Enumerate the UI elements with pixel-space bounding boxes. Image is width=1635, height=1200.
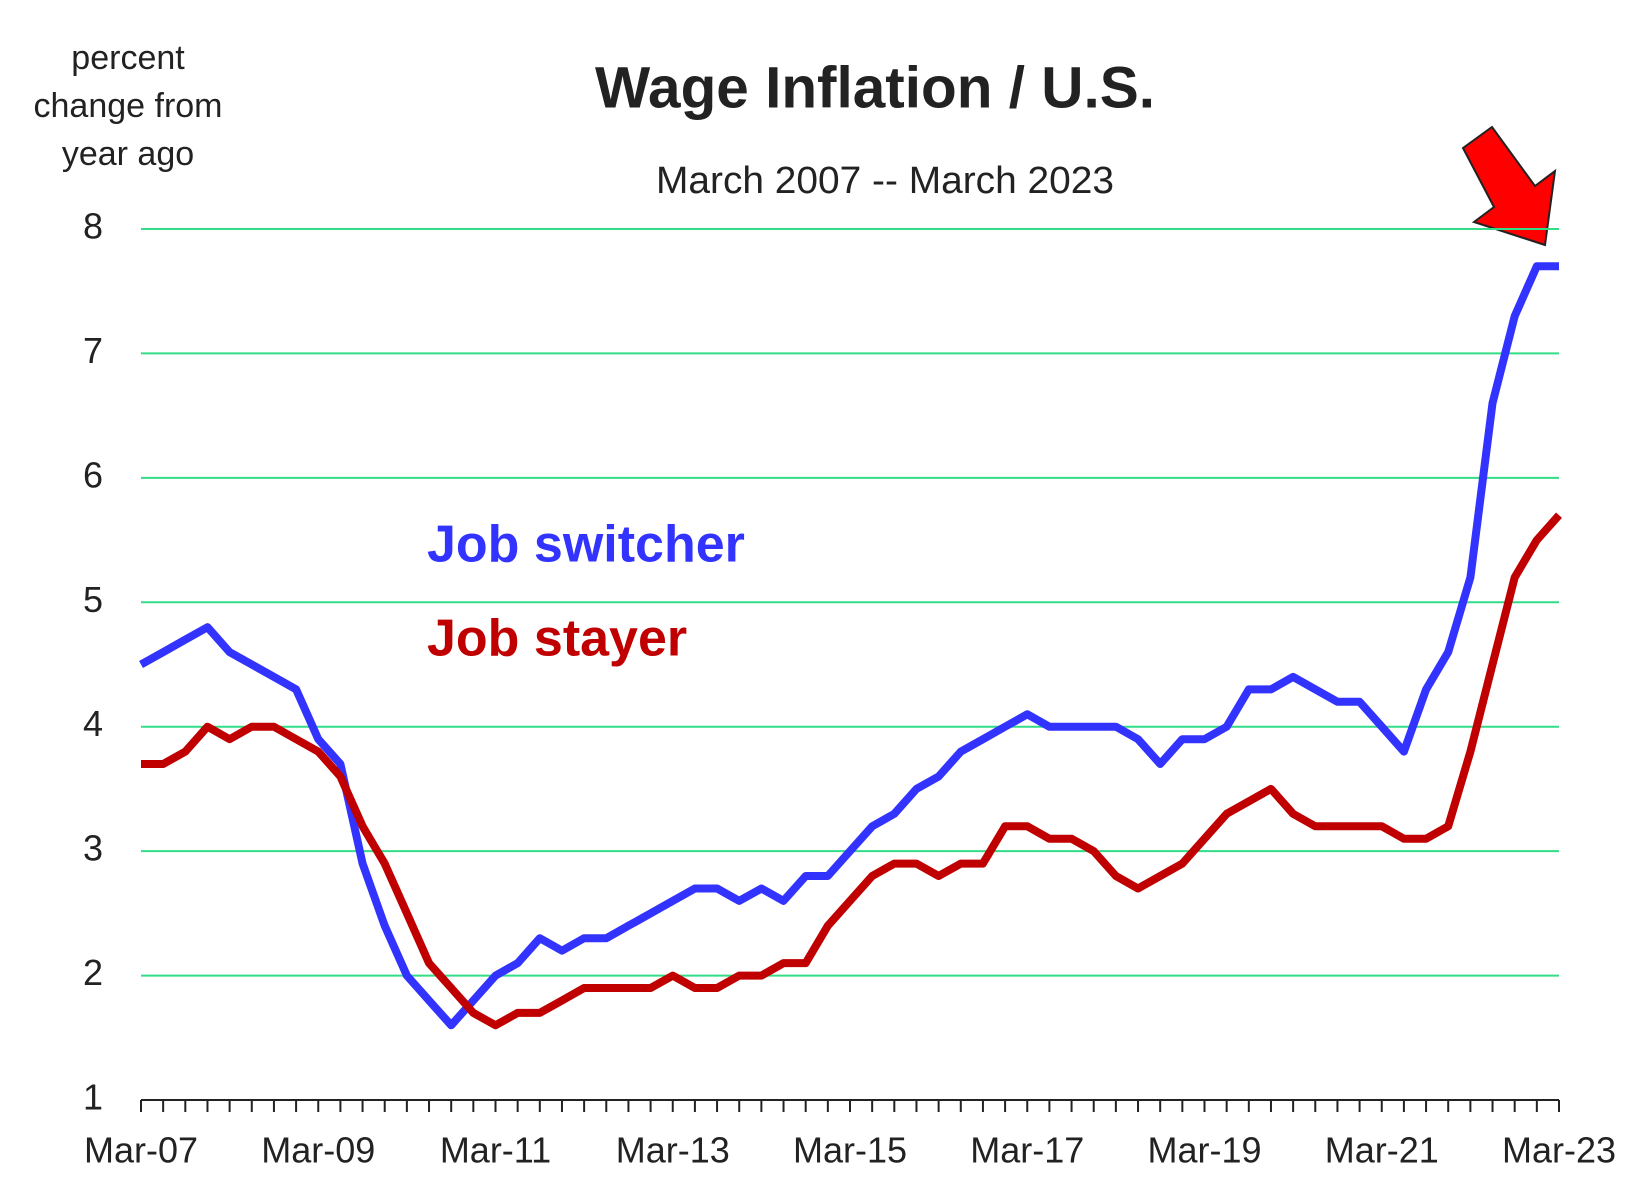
- y-tick-label: 5: [83, 579, 103, 620]
- y-tick-label: 3: [83, 828, 103, 869]
- x-tick-label: Mar-15: [793, 1130, 907, 1171]
- y-tick-label: 6: [83, 454, 103, 495]
- x-tick-label: Mar-17: [970, 1130, 1084, 1171]
- line-series: [139, 262, 1559, 1030]
- line-series: [141, 512, 1562, 1030]
- x-tick-label: Mar-23: [1502, 1130, 1616, 1171]
- y-axis-label: percent: [71, 39, 185, 77]
- arrow: [1461, 125, 1557, 247]
- chart-subtitle: March 2007 -- March 2023: [656, 160, 1114, 202]
- x-tick-label: Mar-07: [84, 1130, 198, 1171]
- x-tick-label: Mar-09: [261, 1130, 375, 1171]
- x-tick-label: Mar-19: [1147, 1130, 1261, 1171]
- legend-label: Job switcher: [427, 516, 745, 574]
- y-tick-label: 2: [83, 952, 103, 993]
- x-tick-label: Mar-11: [440, 1130, 551, 1171]
- legend-label: Job stayer: [427, 610, 687, 668]
- y-tick-label: 8: [83, 206, 103, 247]
- y-axis-label: change from: [34, 87, 223, 125]
- y-axis-label: year ago: [62, 135, 194, 173]
- x-tick-label: Mar-13: [616, 1130, 730, 1171]
- y-tick-label: 4: [83, 703, 103, 744]
- y-tick-label: 7: [83, 330, 103, 371]
- x-tick-label: Mar-21: [1325, 1130, 1439, 1171]
- y-tick-label: 1: [83, 1077, 103, 1118]
- chart-title: Wage Inflation / U.S.: [595, 55, 1155, 120]
